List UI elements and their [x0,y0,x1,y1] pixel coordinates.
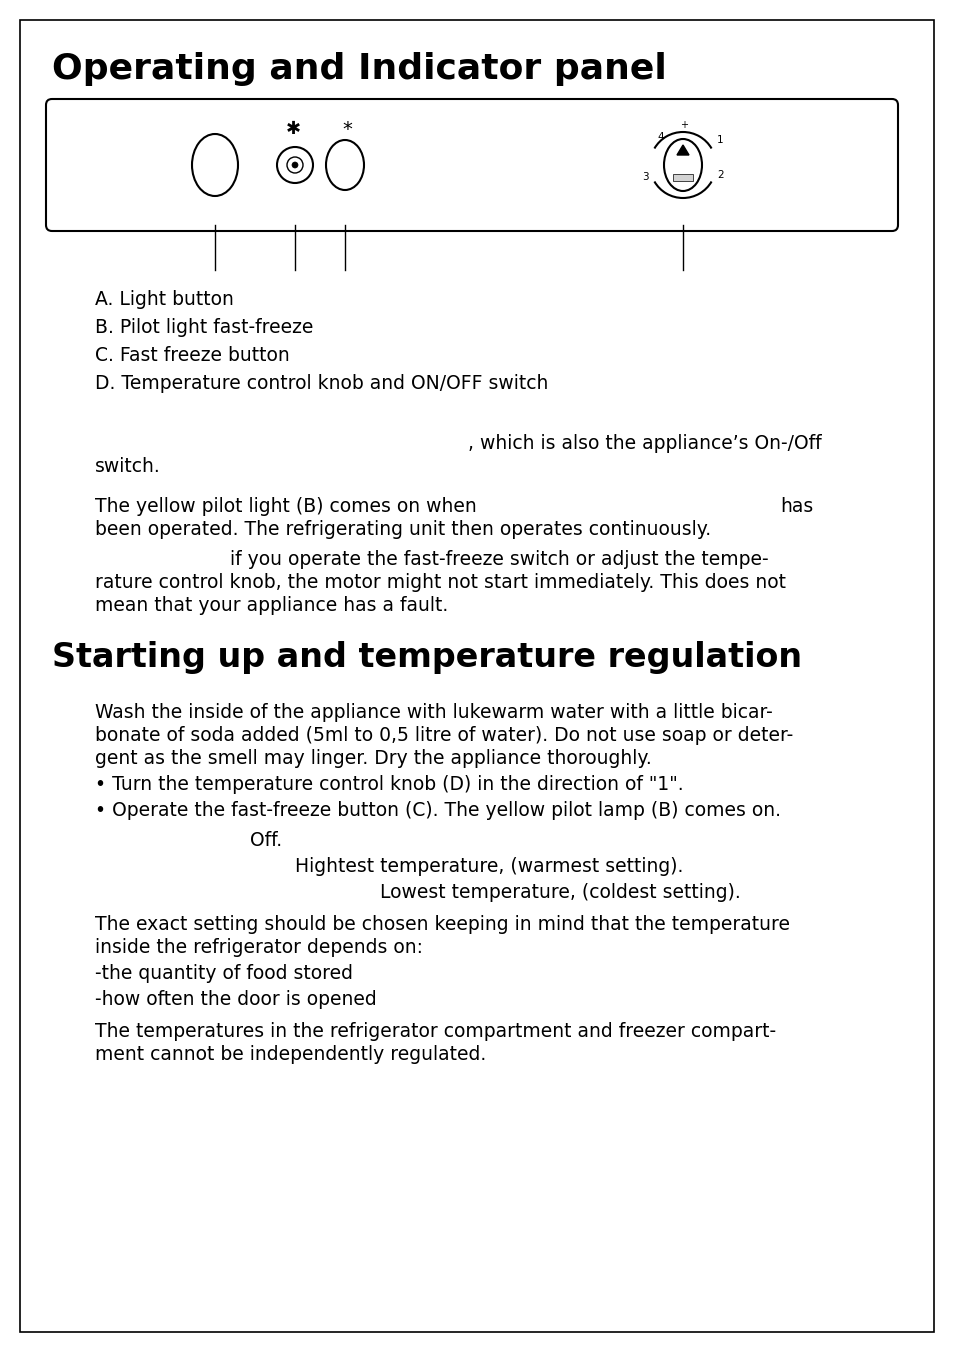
Text: Hightest temperature, (warmest setting).: Hightest temperature, (warmest setting). [294,857,682,876]
Text: A. Light button: A. Light button [95,289,233,310]
Ellipse shape [663,139,701,191]
Text: 1: 1 [716,135,722,145]
Text: -the quantity of food stored: -the quantity of food stored [95,964,353,983]
Text: 4: 4 [657,132,663,142]
Text: ment cannot be independently regulated.: ment cannot be independently regulated. [95,1045,486,1064]
Text: The yellow pilot light (B) comes on when: The yellow pilot light (B) comes on when [95,498,477,516]
Text: The temperatures in the refrigerator compartment and freezer compart-: The temperatures in the refrigerator com… [95,1022,776,1041]
Text: *: * [342,119,352,138]
Text: ✱: ✱ [285,120,300,138]
FancyBboxPatch shape [672,174,692,181]
Text: Off.: Off. [250,831,282,850]
Text: The exact setting should be chosen keeping in mind that the temperature: The exact setting should be chosen keepi… [95,915,789,934]
Text: has: has [780,498,812,516]
Text: 2: 2 [717,170,723,180]
Text: Starting up and temperature regulation: Starting up and temperature regulation [52,641,801,675]
Text: B. Pilot light fast-freeze: B. Pilot light fast-freeze [95,318,313,337]
Text: mean that your appliance has a fault.: mean that your appliance has a fault. [95,596,448,615]
Text: gent as the smell may linger. Dry the appliance thoroughly.: gent as the smell may linger. Dry the ap… [95,749,651,768]
Circle shape [276,147,313,183]
FancyBboxPatch shape [20,20,933,1332]
Text: switch.: switch. [95,457,161,476]
Text: • Turn the temperature control knob (D) in the direction of "1".: • Turn the temperature control knob (D) … [95,775,683,794]
FancyBboxPatch shape [46,99,897,231]
Text: • Operate the fast-freeze button (C). The yellow pilot lamp (B) comes on.: • Operate the fast-freeze button (C). Th… [95,800,781,821]
Text: C. Fast freeze button: C. Fast freeze button [95,346,290,365]
Text: Operating and Indicator panel: Operating and Indicator panel [52,51,666,87]
Text: been operated. The refrigerating unit then operates continuously.: been operated. The refrigerating unit th… [95,521,710,539]
Text: D. Temperature control knob and ON/OFF switch: D. Temperature control knob and ON/OFF s… [95,375,548,393]
Text: 3: 3 [641,172,648,183]
Text: bonate of soda added (5ml to 0,5 litre of water). Do not use soap or deter-: bonate of soda added (5ml to 0,5 litre o… [95,726,792,745]
Text: if you operate the fast-freeze switch or adjust the tempe-: if you operate the fast-freeze switch or… [230,550,768,569]
Ellipse shape [326,141,364,191]
Text: rature control knob, the motor might not start immediately. This does not: rature control knob, the motor might not… [95,573,785,592]
Text: inside the refrigerator depends on:: inside the refrigerator depends on: [95,938,422,957]
Text: Lowest temperature, (coldest setting).: Lowest temperature, (coldest setting). [379,883,740,902]
Text: , which is also the appliance’s On-/Off: , which is also the appliance’s On-/Off [468,434,821,453]
Circle shape [292,162,297,168]
Text: Wash the inside of the appliance with lukewarm water with a little bicar-: Wash the inside of the appliance with lu… [95,703,772,722]
Polygon shape [677,145,688,155]
Ellipse shape [192,134,237,196]
Circle shape [287,157,303,173]
Text: +: + [679,120,687,130]
Text: -how often the door is opened: -how often the door is opened [95,990,376,1009]
